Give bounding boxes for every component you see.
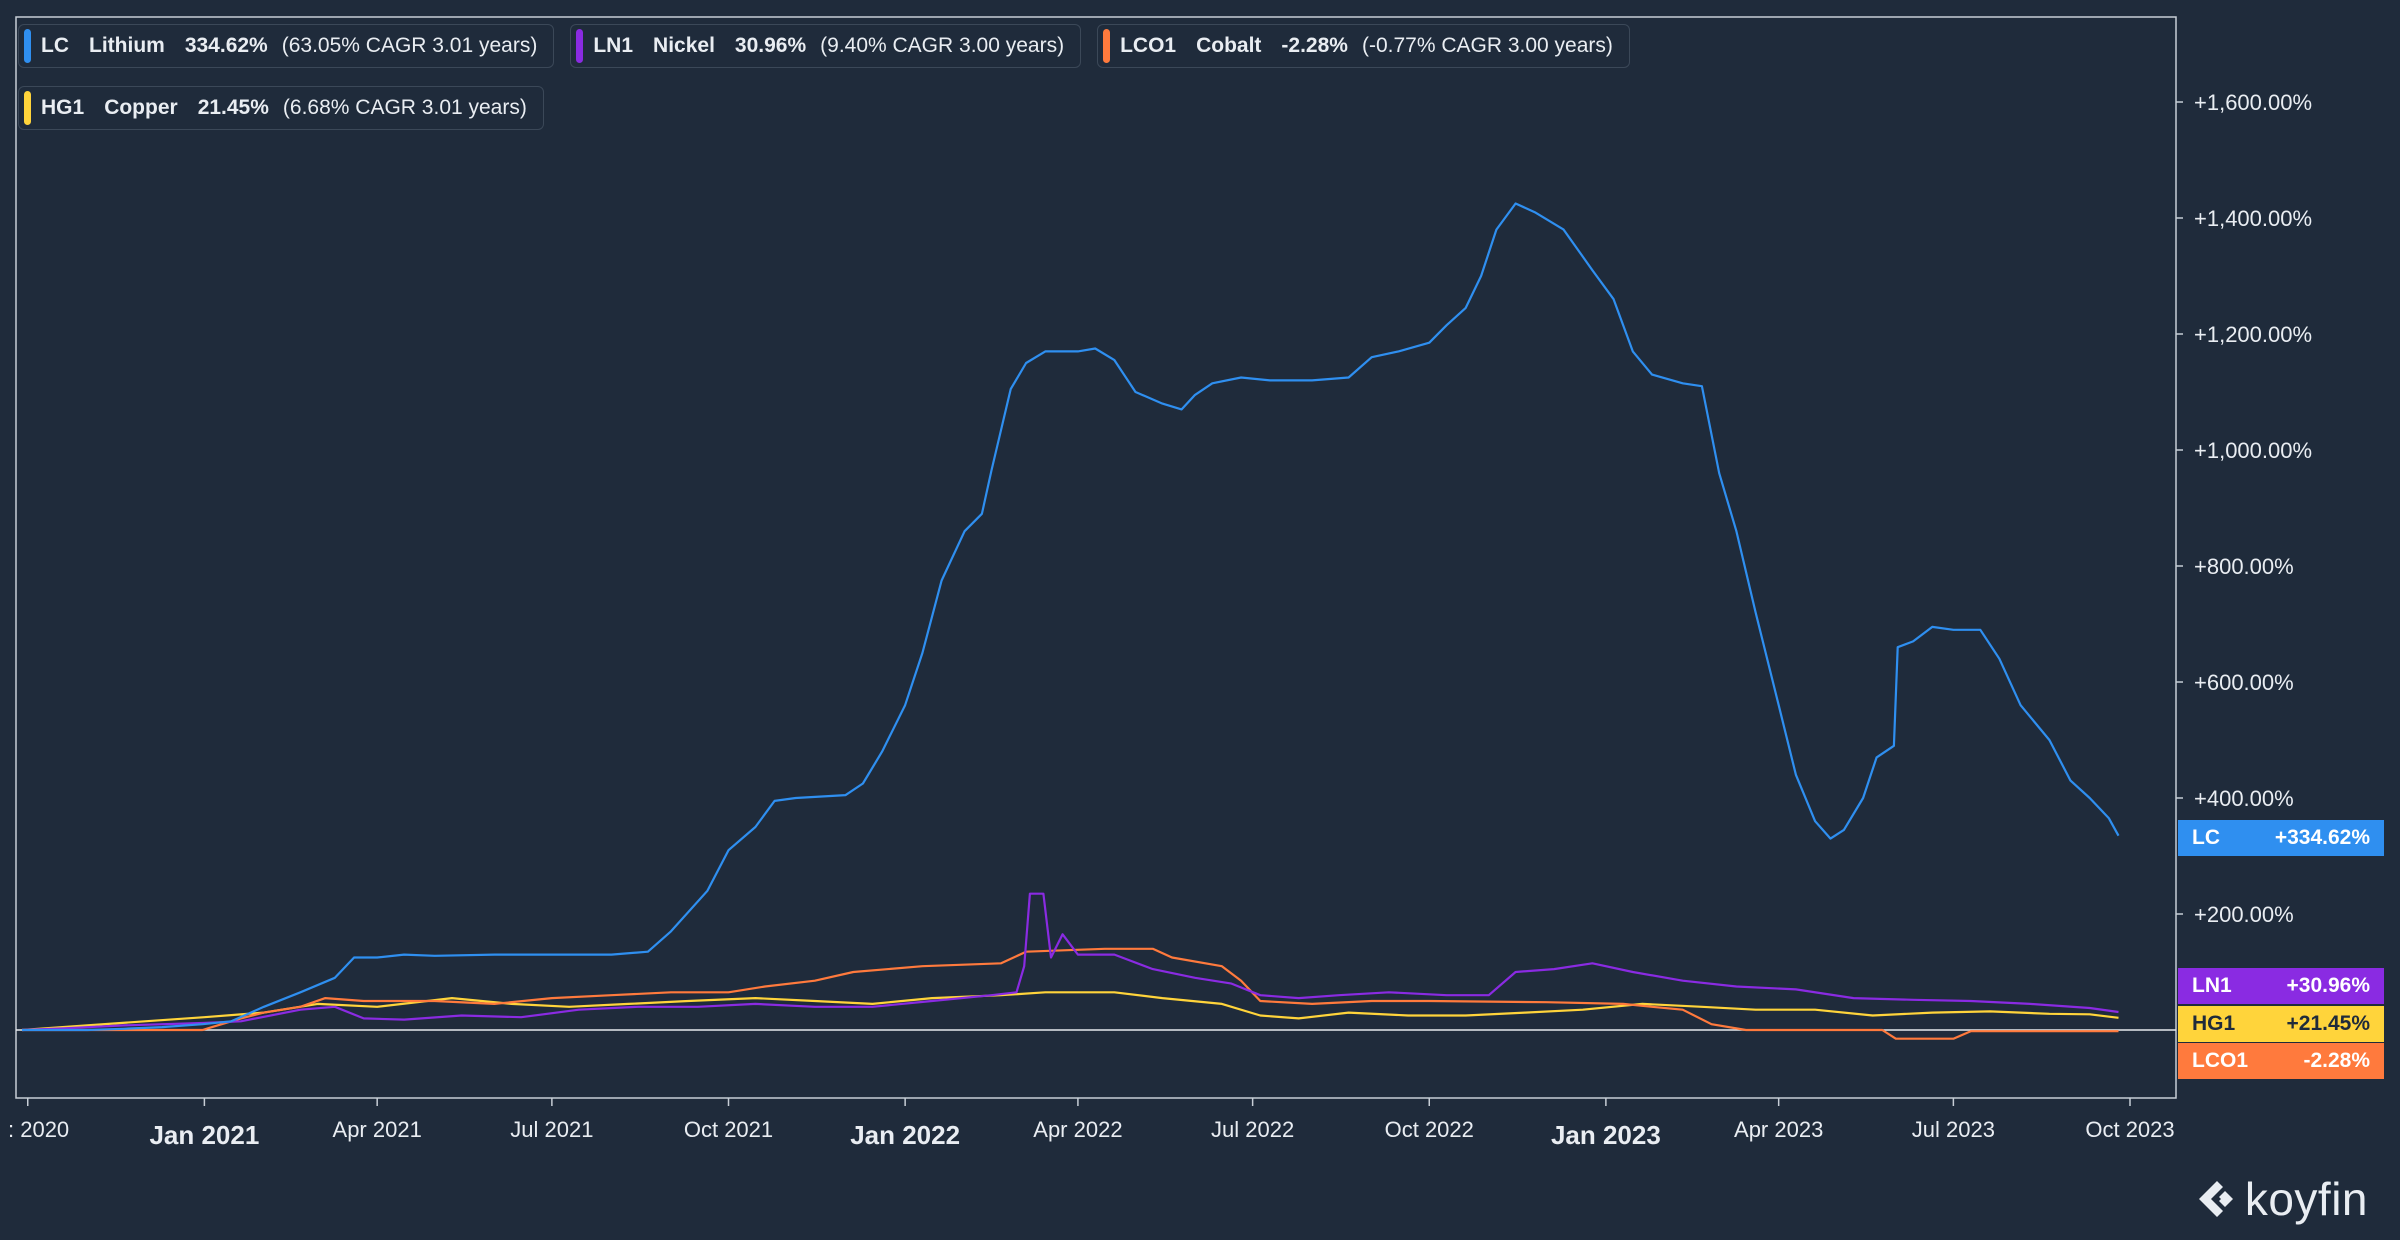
x-tick-label: Apr 2021 [333,1117,422,1142]
series-line-lc [22,202,2120,1032]
badge-ticker: LC [2192,826,2220,849]
x-tick-label: Jan 2021 [149,1120,259,1150]
legend-cagr: (9.40% CAGR 3.00 years) [820,34,1065,57]
y-tick-label: +1,400.00% [2194,206,2312,231]
x-tick-label: Jan 2023 [1551,1120,1661,1150]
legend-cagr: (6.68% CAGR 3.01 years) [282,96,527,119]
y-axis: +200.00% +400.00% +600.00% +800.00% +1,000.0… [2176,90,2312,927]
x-tick-label: Oct 2021 [684,1117,773,1142]
legend-cagr: (63.05% CAGR 3.01 years) [281,34,538,57]
legend-swatch-lc [24,29,31,63]
badge-ticker: HG1 [2192,1012,2236,1035]
y-tick-label: +1,600.00% [2194,90,2312,115]
legend-chip-lco1[interactable]: LCO1 Cobalt -2.28% (-0.77% CAGR 3.00 yea… [1097,24,1630,68]
x-tick-label: Jul 2021 [510,1117,593,1142]
last-value-badge-lco1: LCO1 -2.28% [2178,1043,2384,1079]
legend-name: Copper [104,96,178,119]
series-lines [21,202,2120,1040]
legend-return: 334.62% [184,34,268,57]
last-value-badge-ln1: LN1 +30.96% [2178,968,2384,1004]
y-tick-label: +200.00% [2194,902,2294,927]
badge-value: +21.45% [2286,1012,2371,1035]
legend-return: -2.28% [1281,34,1348,57]
badge-ticker: LCO1 [2192,1049,2249,1072]
series-line-ln1 [21,892,2119,1032]
plot-frame [15,16,2177,1099]
y-tick-label: +400.00% [2194,786,2294,811]
legend-return: 30.96% [734,34,807,57]
legend-row-2: HG1 Copper 21.45% (6.68% CAGR 3.01 years… [18,86,544,130]
x-tick-label: Jan 2022 [850,1120,960,1150]
legend-return: 21.45% [197,96,269,119]
legend-ticker: LCO1 [1120,34,1177,57]
badge-value: +334.62% [2274,826,2370,849]
legend-swatch-hg1 [24,91,31,125]
legend-name: Lithium [89,34,165,57]
x-tick-label: Oct 2022 [1385,1117,1474,1142]
y-tick-label: +1,200.00% [2194,322,2312,347]
koyfin-wordmark: koyfin [2244,1173,2368,1225]
y-tick-label: +800.00% [2194,554,2294,579]
badge-value: +30.96% [2286,974,2371,997]
y-tick-label: +600.00% [2194,670,2294,695]
legend-ticker: LC [41,34,69,57]
legend-ticker: HG1 [41,96,85,119]
legend-row-1: LC Lithium 334.62% (63.05% CAGR 3.01 yea… [18,24,1630,68]
legend-ticker: LN1 [593,34,634,57]
series-line-lco1 [22,947,2119,1040]
x-tick-label: Apr 2023 [1734,1117,1823,1142]
koyfin-mark-icon [2198,1181,2233,1217]
legend-name: Cobalt [1196,34,1262,57]
x-tick-label: Jul 2023 [1912,1117,1995,1142]
legend-chip-hg1[interactable]: HG1 Copper 21.45% (6.68% CAGR 3.01 years… [18,86,544,130]
legend-swatch-ln1 [576,29,584,63]
badge-ticker: LN1 [2192,974,2232,997]
x-tick-label: Apr 2022 [1033,1117,1122,1142]
legend-cagr: (-0.77% CAGR 3.00 years) [1361,34,1613,57]
legend-name: Nickel [653,34,715,57]
last-value-badge-hg1: HG1 +21.45% [2178,1006,2384,1042]
y-tick-label: +1,000.00% [2194,438,2312,463]
x-tick-label: Jul 2022 [1211,1117,1294,1142]
x-tick-label: : 2020 [8,1117,69,1142]
series-line-hg1 [21,991,2119,1032]
badge-value: -2.28% [2303,1049,2370,1072]
legend-chip-ln1[interactable]: LN1 Nickel 30.96% (9.40% CAGR 3.00 years… [570,24,1082,68]
legend-chip-lc[interactable]: LC Lithium 334.62% (63.05% CAGR 3.01 yea… [18,24,555,68]
legend-swatch-lco1 [1103,29,1111,63]
x-axis: : 2020 Jan 2021 Apr 2021 Jul 2021 Oct 2021 Ja… [8,1098,2175,1150]
x-tick-label: Oct 2023 [2085,1117,2174,1142]
last-value-badge-lc: LC +334.62% [2178,820,2384,856]
koyfin-logo: koyfin [2195,1172,2368,1226]
